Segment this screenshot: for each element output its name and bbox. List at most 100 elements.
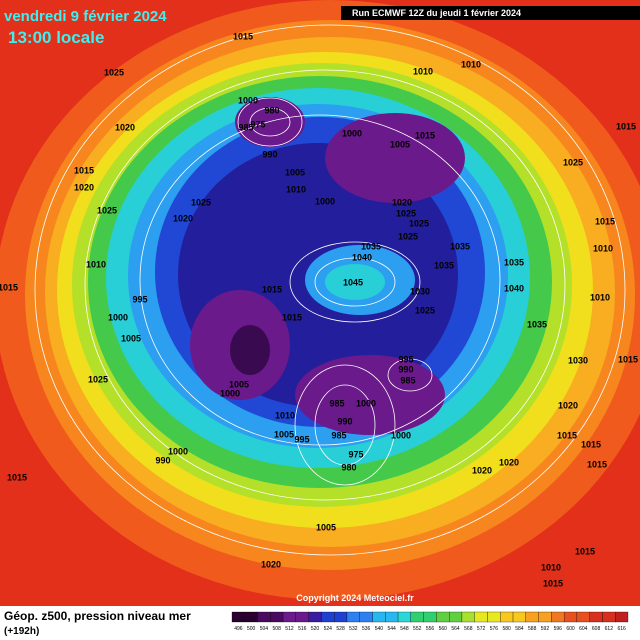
isobar-label: 1005 [316, 522, 336, 532]
colorbar-label: 524 [324, 626, 333, 632]
colorbar-swatch [436, 611, 450, 623]
isobar-label: 995 [294, 434, 309, 444]
isobar-label: 1010 [275, 410, 295, 420]
colorbar-swatch [423, 611, 437, 623]
isobar-label: 1015 [616, 121, 636, 131]
colorbar-swatch [244, 611, 258, 623]
isobar-label: 1035 [361, 241, 381, 251]
isobar-label: 1020 [472, 465, 492, 475]
colorbar-label: 600 [566, 626, 575, 632]
colorbar-label: 540 [375, 626, 384, 632]
colorbar-swatch [359, 611, 373, 623]
geopotential-fields [0, 0, 640, 600]
isobar-label: 1000 [356, 398, 376, 408]
colorbar-label: 532 [349, 626, 358, 632]
colorbar-label: 592 [541, 626, 550, 632]
isobar-label: 1020 [392, 197, 412, 207]
isobar-label: 1010 [590, 292, 610, 302]
colorbar-label: 500 [247, 626, 256, 632]
isobar-label: 995 [132, 294, 147, 304]
isobar-label: 1015 [595, 216, 615, 226]
isobar-label: 1025 [398, 231, 418, 241]
isobar-labels: 1015101010101025101510209801000985975990… [0, 31, 638, 588]
isobar-label: 1020 [261, 559, 281, 569]
colorbar-label: 520 [311, 626, 320, 632]
isobar-label: 1000 [391, 430, 411, 440]
colorbar-swatch [372, 611, 386, 623]
isobar-label: 1025 [409, 218, 429, 228]
isobar-label: 1025 [396, 208, 416, 218]
isobar-label: 1025 [191, 197, 211, 207]
isobar-label: 1015 [74, 165, 94, 175]
isobar-label: 1020 [115, 122, 135, 132]
colorbar-label: 536 [362, 626, 371, 632]
colorbar-label: 544 [388, 626, 397, 632]
colorbar-swatch [538, 611, 552, 623]
isobar-label: 985 [329, 398, 344, 408]
colorbar-swatch [334, 611, 348, 623]
colorbar-label: 568 [464, 626, 473, 632]
isobar-label: 1010 [86, 259, 106, 269]
colorbar-label: 596 [554, 626, 563, 632]
isobar-label: 1025 [563, 157, 583, 167]
copyright: Copyright 2024 Meteociel.fr [296, 593, 414, 603]
isobar-label: 1005 [285, 167, 305, 177]
isobar-label: 1035 [434, 260, 454, 270]
isobar-label: 1020 [173, 213, 193, 223]
isobar-label: 975 [250, 119, 265, 129]
footer-title: Géop. z500, pression niveau mer [4, 609, 191, 623]
colorbar-swatch [461, 611, 475, 623]
colorbar-swatch [563, 611, 578, 623]
isobar-label: 1015 [262, 284, 282, 294]
colorbar-label: 504 [260, 626, 269, 632]
colorbar-swatch [551, 611, 565, 623]
colorbar-label: 612 [605, 626, 614, 632]
colorbar-label: 516 [298, 626, 307, 632]
colorbar-swatch [500, 611, 514, 623]
colorbar-swatch [602, 611, 616, 623]
colorbar-swatch [231, 611, 245, 623]
colorbar-label: 560 [439, 626, 448, 632]
isobar-label: 1030 [568, 355, 588, 365]
isobar-label: 1000 [315, 196, 335, 206]
isobar-label: 1045 [343, 277, 363, 287]
isobar-label: 1030 [410, 286, 430, 296]
isobar-label: 1015 [282, 312, 302, 322]
colorbar: 496 500 504 508 512 516 520 524 528 532 536 540 544 5… [231, 611, 629, 632]
isobar-label: 1025 [415, 305, 435, 315]
isobar-label: 1015 [557, 430, 577, 440]
colorbar-swatch [257, 611, 271, 623]
colorbar-swatch [525, 611, 539, 623]
isobar-label: 985 [400, 375, 415, 385]
isobar-label: 985 [238, 122, 253, 132]
colorbar-swatch [589, 611, 603, 623]
colorbar-swatch [321, 611, 335, 623]
colorbar-swatch [270, 611, 284, 623]
isobar-label: 1015 [7, 472, 27, 482]
colorbar-label: 496 [234, 626, 243, 632]
isobars [34, 24, 626, 556]
isobar-label: 1010 [461, 59, 481, 69]
colorbar-swatch [449, 611, 463, 623]
colorbar-label: 576 [490, 626, 499, 632]
isobar-label: 1010 [593, 243, 613, 253]
date: vendredi 9 février 2024 [4, 8, 167, 25]
lead-time: (+192h) [4, 626, 39, 637]
isobar-label: 1005 [274, 429, 294, 439]
colorbar-swatch [295, 611, 309, 623]
colorbar-label: 572 [477, 626, 486, 632]
isobar-label: 1020 [499, 457, 519, 467]
isobar-label: 1005 [390, 139, 410, 149]
isobar-label: 990 [262, 149, 277, 159]
isobar-label: 1000 [168, 446, 188, 456]
colorbar-label: 552 [413, 626, 422, 632]
isobar-label: 1015 [233, 31, 253, 41]
isobar-label: 995 [398, 354, 413, 364]
isobar-label: 1040 [504, 283, 524, 293]
colorbar-swatch [576, 611, 590, 623]
run-info: Run ECMWF 12Z du jeudi 1 février 2024 [352, 8, 521, 18]
isobar-label: 1015 [618, 354, 638, 364]
colorbar-swatch [410, 611, 424, 623]
